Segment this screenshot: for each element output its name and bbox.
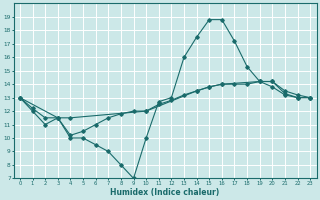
X-axis label: Humidex (Indice chaleur): Humidex (Indice chaleur) xyxy=(110,188,220,197)
